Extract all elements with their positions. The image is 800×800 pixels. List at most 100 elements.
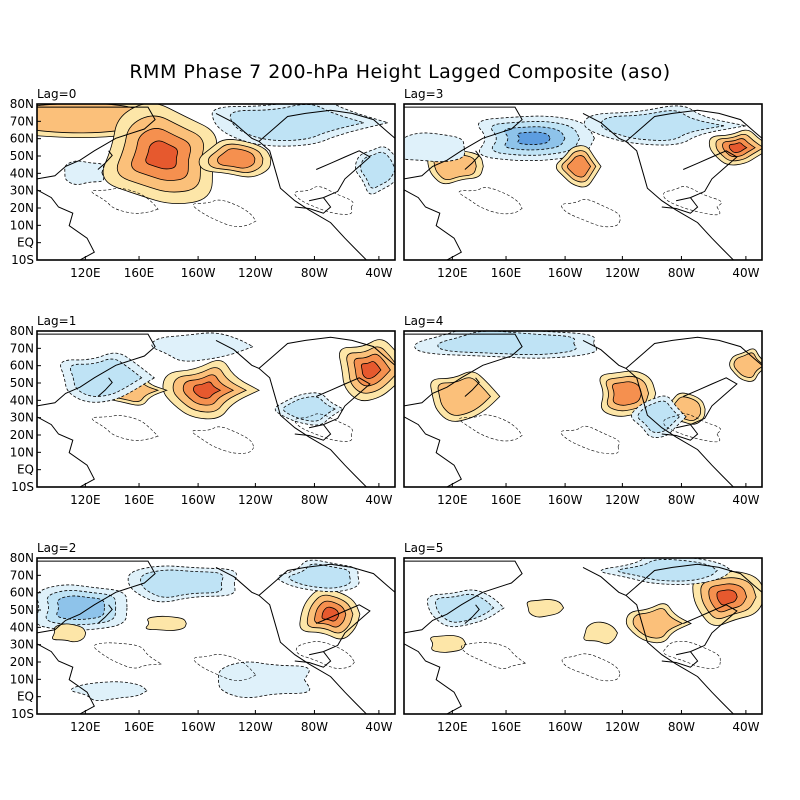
negative-anomaly-contour (435, 593, 495, 623)
lon-tick-label: 160E (491, 266, 522, 280)
positive-anomaly-contour (145, 615, 187, 631)
coastline (308, 604, 371, 656)
lon-tick-label: 80W (668, 266, 695, 280)
coastline (675, 150, 738, 202)
positive-anomaly-contour (437, 377, 492, 416)
lon-tick-label: 160E (124, 493, 155, 507)
negative-anomaly-contour (637, 400, 680, 433)
panel-frame (36, 103, 396, 261)
coastline (37, 416, 95, 487)
lat-tick-label: 30N (10, 184, 34, 198)
coastline (215, 112, 367, 260)
lon-tick-label: 40W (365, 493, 392, 507)
lat-tick-label: 10N (10, 445, 34, 459)
coastline (37, 106, 156, 180)
negative-anomaly-contour (218, 661, 311, 698)
positive-anomaly-contour (612, 381, 642, 406)
coastline (294, 424, 332, 441)
lon-tick-label: 160W (548, 493, 583, 507)
lat-tick-label: EQ (17, 463, 34, 477)
lon-tick-label: 80W (668, 493, 695, 507)
panel-lag-label: Lag=3 (404, 87, 443, 101)
positive-anomaly-contour (51, 623, 87, 643)
lat-tick-label: 10S (11, 480, 34, 494)
map-panel: Lag=3 120E 160E 160W 120W 80W 40W (403, 87, 763, 280)
coastline (625, 109, 762, 142)
lon-tick-label: 160W (548, 720, 583, 734)
lat-tick-label: 70N (10, 341, 34, 355)
coastline (294, 651, 332, 668)
lat-tick-label: 40N (10, 393, 34, 407)
lat-tick-label: 10N (10, 672, 34, 686)
lon-tick-label: 80W (301, 720, 328, 734)
negative-anomaly-contour (288, 563, 351, 589)
coastline (404, 560, 523, 634)
coastline (258, 563, 395, 596)
negative-anomaly-contour (56, 595, 105, 620)
negative-anomaly-contour (64, 160, 105, 185)
coastline (37, 560, 156, 634)
lat-tick-label: 50N (10, 149, 34, 163)
positive-anomaly-contour (217, 148, 256, 169)
lon-tick-label: 160W (181, 720, 216, 734)
lon-tick-label: 120E (437, 720, 468, 734)
zero-contour (294, 186, 354, 215)
coastline (404, 189, 462, 260)
zero-contour (663, 640, 721, 669)
coastline (404, 416, 462, 487)
coastline (37, 643, 95, 714)
panel-frame (36, 330, 396, 488)
lon-tick-label: 120W (238, 493, 273, 507)
positive-anomaly-contour (145, 140, 178, 170)
lat-tick-label: 20N (10, 201, 34, 215)
panel-lag-label: Lag=1 (37, 314, 76, 328)
coastline (582, 566, 734, 714)
coastline (258, 109, 395, 142)
panel-frame (36, 557, 396, 715)
lon-tick-label: 40W (365, 720, 392, 734)
lon-tick-label: 40W (365, 266, 392, 280)
panel-lag-label: Lag=0 (37, 87, 76, 101)
negative-anomaly-contour (437, 331, 577, 356)
lon-tick-label: 120W (238, 720, 273, 734)
negative-anomaly-contour (151, 332, 254, 362)
lon-tick-label: 160E (124, 266, 155, 280)
coastline (215, 566, 367, 714)
lat-tick-label: 10N (10, 218, 34, 232)
lat-tick-label: 60N (10, 586, 34, 600)
positive-anomaly-contour (567, 155, 592, 178)
lat-tick-label: 60N (10, 132, 34, 146)
coastline (37, 333, 156, 407)
zero-contour (663, 186, 722, 216)
coastline (97, 150, 113, 170)
panel-frame (403, 103, 763, 261)
zero-contour (91, 415, 159, 441)
zero-contour (459, 414, 523, 442)
lon-tick-label: 120W (605, 266, 640, 280)
lat-tick-label: 30N (10, 411, 34, 425)
negative-anomaly-contour (404, 132, 466, 163)
positive-anomaly-contour (321, 606, 340, 622)
coastline (582, 112, 734, 260)
coastline (97, 377, 113, 397)
coastline (294, 197, 332, 214)
lon-tick-label: 160W (548, 266, 583, 280)
coastline (675, 604, 738, 656)
negative-anomaly-contour (360, 151, 395, 189)
zero-contour (192, 199, 257, 227)
positive-anomaly-contour (360, 361, 382, 379)
lat-tick-label: 80N (10, 97, 34, 111)
lat-tick-label: 70N (10, 568, 34, 582)
lat-tick-label: 50N (10, 376, 34, 390)
zero-contour (193, 654, 257, 682)
zero-contour (461, 642, 527, 669)
negative-anomaly-contour (70, 681, 148, 702)
lat-tick-label: 20N (10, 428, 34, 442)
lon-tick-label: 160W (181, 266, 216, 280)
positive-anomaly-contour (716, 589, 738, 606)
panel-frame (403, 557, 763, 715)
lon-tick-label: 80W (301, 266, 328, 280)
